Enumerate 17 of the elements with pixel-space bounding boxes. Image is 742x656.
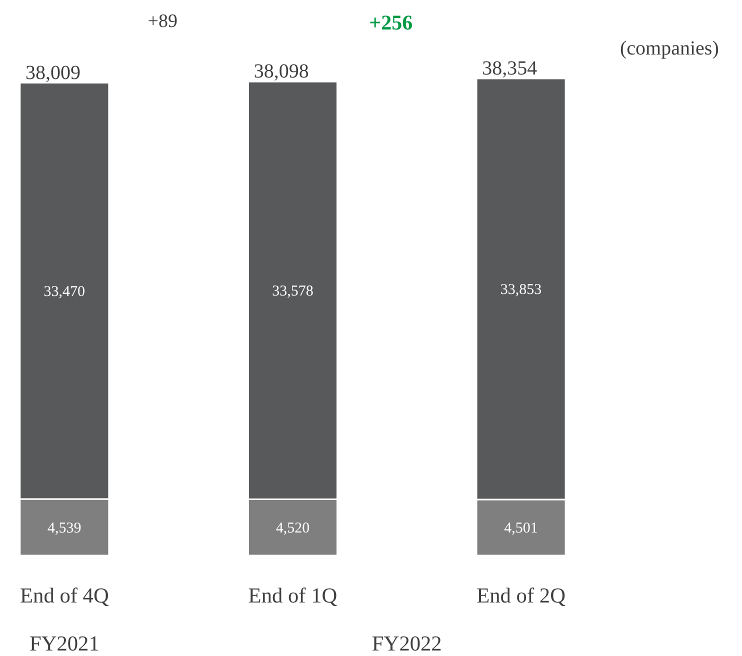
- data-label: 4,539: [48, 520, 82, 536]
- total-label: 38,354: [482, 58, 538, 80]
- total-label: 38,098: [254, 60, 309, 83]
- data-label: 4,520: [276, 520, 310, 536]
- y-axis-title: (companies): [620, 38, 719, 60]
- data-label: 33,578: [272, 283, 314, 300]
- text: FY2021: [29, 632, 100, 656]
- data-label: 33,470: [44, 284, 86, 300]
- total-label: 38,009: [26, 62, 81, 84]
- x-tick-label: End of 2Q: [476, 584, 566, 608]
- text: FY2022: [372, 632, 442, 656]
- text: +89: [148, 11, 178, 32]
- x-tick-label: End of 4Q: [20, 584, 110, 608]
- x-tick-label: End of 1Q: [248, 584, 338, 608]
- data-label: 33,853: [500, 282, 542, 298]
- text: +256: [369, 10, 413, 34]
- data-label: 4,501: [504, 520, 538, 537]
